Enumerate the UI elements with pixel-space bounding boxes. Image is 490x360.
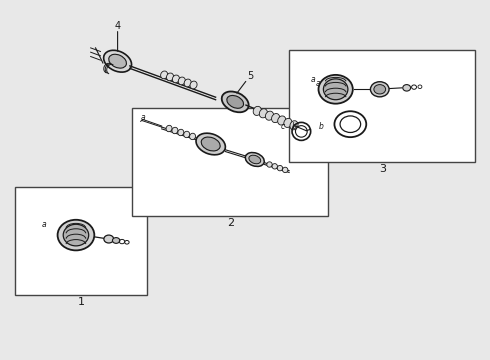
Text: 5: 5 bbox=[247, 71, 253, 81]
Ellipse shape bbox=[267, 162, 272, 167]
Ellipse shape bbox=[222, 91, 248, 112]
Text: b: b bbox=[318, 122, 323, 131]
Ellipse shape bbox=[161, 71, 168, 79]
Ellipse shape bbox=[284, 118, 292, 127]
Ellipse shape bbox=[190, 81, 197, 89]
Ellipse shape bbox=[266, 111, 273, 120]
Ellipse shape bbox=[166, 125, 172, 132]
Bar bbox=[289, 50, 475, 162]
Text: 4: 4 bbox=[115, 21, 121, 31]
Ellipse shape bbox=[249, 155, 261, 164]
Ellipse shape bbox=[318, 75, 353, 104]
Ellipse shape bbox=[172, 75, 179, 83]
Ellipse shape bbox=[63, 224, 89, 246]
Ellipse shape bbox=[277, 166, 283, 171]
Text: a: a bbox=[42, 220, 47, 229]
Text: 3: 3 bbox=[379, 164, 386, 174]
Ellipse shape bbox=[201, 137, 220, 151]
Ellipse shape bbox=[272, 164, 277, 169]
Bar bbox=[15, 187, 147, 295]
Ellipse shape bbox=[370, 82, 389, 97]
Text: c: c bbox=[281, 122, 285, 131]
Ellipse shape bbox=[184, 131, 190, 138]
Ellipse shape bbox=[282, 167, 288, 172]
Ellipse shape bbox=[109, 54, 126, 68]
Ellipse shape bbox=[374, 85, 386, 94]
Ellipse shape bbox=[290, 121, 298, 130]
Ellipse shape bbox=[104, 50, 131, 72]
Ellipse shape bbox=[271, 113, 280, 123]
Ellipse shape bbox=[178, 129, 184, 136]
Text: 1: 1 bbox=[77, 297, 84, 307]
Ellipse shape bbox=[184, 79, 191, 87]
Ellipse shape bbox=[58, 220, 94, 251]
Ellipse shape bbox=[178, 77, 185, 85]
Bar bbox=[132, 108, 328, 216]
Ellipse shape bbox=[278, 116, 286, 125]
Text: a: a bbox=[140, 113, 145, 122]
Ellipse shape bbox=[167, 73, 173, 81]
Text: b: b bbox=[292, 122, 296, 131]
Ellipse shape bbox=[227, 95, 244, 108]
Text: a: a bbox=[315, 79, 320, 88]
Ellipse shape bbox=[104, 235, 114, 243]
Ellipse shape bbox=[403, 85, 411, 91]
Ellipse shape bbox=[196, 133, 225, 155]
Ellipse shape bbox=[253, 106, 261, 116]
Ellipse shape bbox=[259, 109, 268, 118]
Text: 2: 2 bbox=[227, 218, 234, 228]
Ellipse shape bbox=[323, 79, 348, 100]
Text: a: a bbox=[310, 75, 315, 84]
Ellipse shape bbox=[172, 127, 178, 134]
Ellipse shape bbox=[190, 133, 196, 140]
Ellipse shape bbox=[113, 238, 120, 243]
Ellipse shape bbox=[245, 153, 264, 166]
